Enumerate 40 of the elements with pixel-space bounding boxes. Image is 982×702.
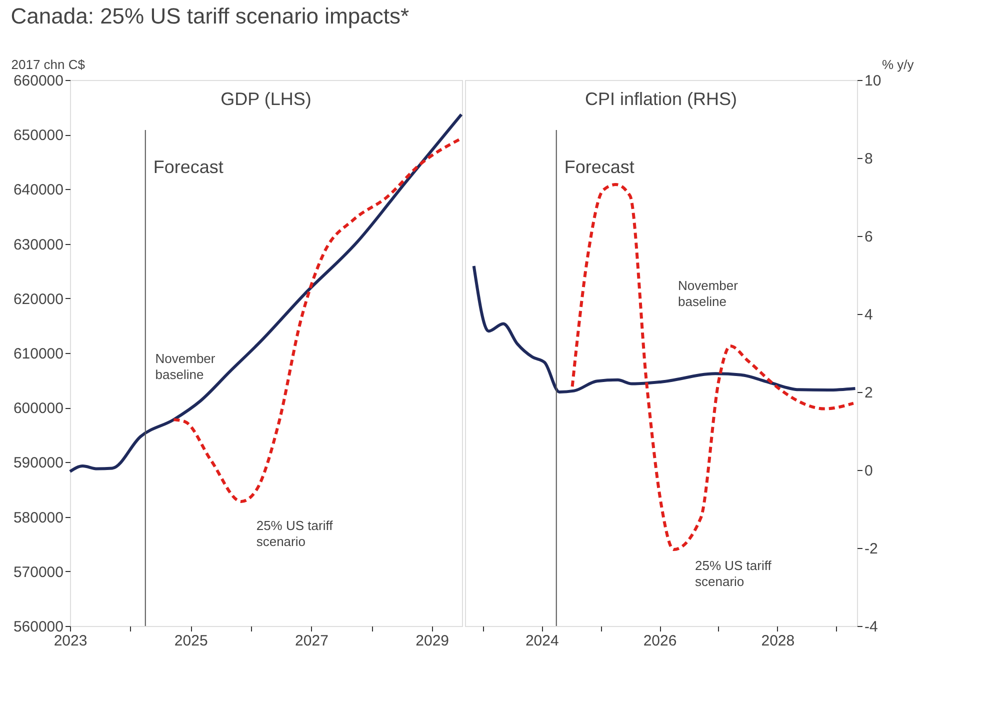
chart-title: Canada: 25% US tariff scenario impacts* [10,4,410,28]
ref-line-label: Forecast [153,157,224,177]
y2-tick-label: 2 [864,384,873,402]
annotation: GDP (LHS) [220,89,312,109]
y2-tick-label: -4 [864,618,878,636]
y2-tick-label: 4 [864,306,873,324]
annotation: November baseline [155,351,216,382]
y-tick-label: 590000 [13,454,64,472]
line-series [68,112,463,473]
y-tick-label: 580000 [13,509,64,526]
x-tick-label: 2024 [525,632,559,650]
y2-tick-label: -2 [864,540,878,558]
y-tick-label: 610000 [13,346,64,362]
annotation: November baseline [678,278,739,309]
y-tick-label: 620000 [13,290,64,308]
line-series [570,183,855,552]
y-tick-label: 650000 [13,127,64,144]
y-tick-label: 570000 [13,564,64,581]
annotation: 25% US tariff scenario [695,558,772,589]
x-tick-label: 2027 [295,632,328,650]
x-tick-label: 2029 [416,632,450,650]
y2-tick-label: 0 [864,462,873,480]
ref-line-label: Forecast [564,157,634,177]
y2-tick-label: 10 [864,72,882,90]
x-tick-label: 2026 [643,632,677,650]
x-tick-label: 2025 [174,632,208,650]
line-series [472,264,857,394]
y2-tick-label: 6 [864,228,873,246]
y-axis-title: 2017 chn C$ [11,57,86,72]
y-tick-label: 560000 [13,618,64,636]
y2-tick-label: 8 [864,150,873,168]
annotation: CPI inflation (RHS) [584,89,738,109]
annotation: 25% US tariff scenario [256,518,334,550]
y-tick-label: 630000 [13,236,64,254]
y-tick-label: 640000 [13,182,64,199]
x-tick-label: 2028 [761,632,795,650]
y2-axis-title: % y/y [882,57,914,72]
y-tick-label: 600000 [13,400,64,418]
x-tick-label: 2023 [54,632,88,650]
y-tick-label: 660000 [13,72,64,90]
